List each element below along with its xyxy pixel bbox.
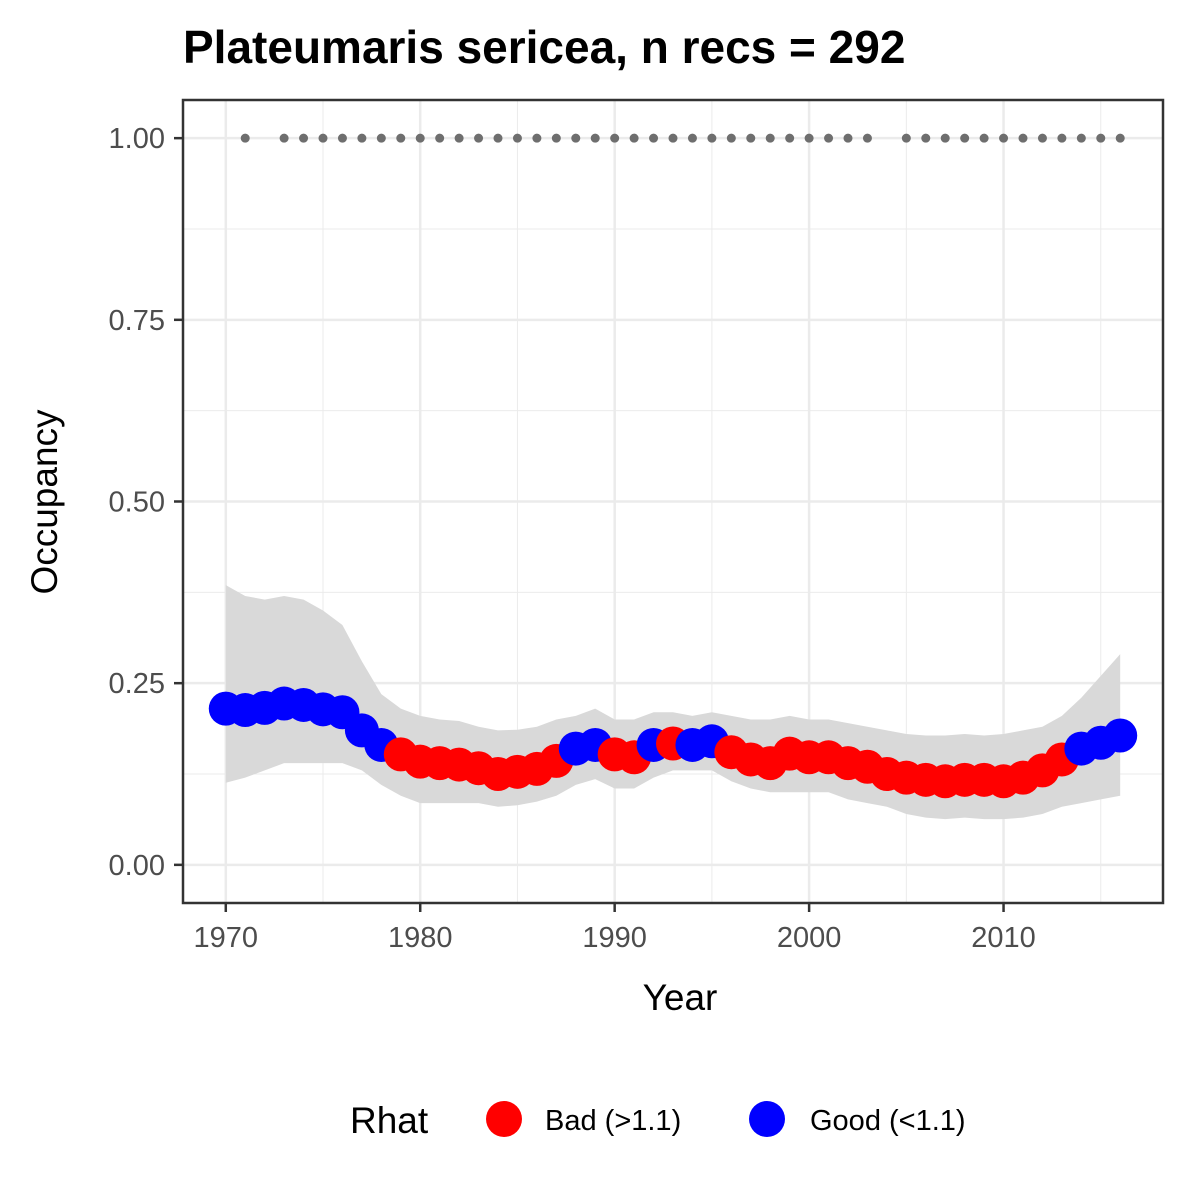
record-mark [940,133,950,143]
record-mark [337,133,347,143]
record-mark [707,133,717,143]
record-mark [1057,133,1067,143]
record-mark [435,133,445,143]
y-tick-label: 0.50 [109,487,165,519]
record-mark [493,133,503,143]
record-mark [843,133,853,143]
record-mark [571,133,581,143]
record-mark [590,133,600,143]
record-mark [1096,133,1106,143]
y-tick-label: 0.25 [109,668,165,700]
x-axis-title: Year [643,977,718,1018]
record-mark [415,133,425,143]
record-mark [804,133,814,143]
plot-panel [181,98,1165,905]
x-tick-label: 2010 [971,922,1036,954]
y-tick-label: 0.00 [109,850,165,882]
record-mark [668,133,678,143]
record-mark [687,133,697,143]
legend-label-good: Good (<1.1) [810,1105,966,1137]
legend-title: Rhat [350,1100,429,1141]
record-mark [1037,133,1047,143]
record-mark [960,133,970,143]
occupancy-point [1103,718,1138,753]
record-mark [785,133,795,143]
legend-label-bad: Bad (>1.1) [545,1105,681,1137]
y-tick-label: 0.75 [109,305,165,337]
x-tick-label: 1980 [388,922,453,954]
record-mark [357,133,367,143]
record-mark [824,133,834,143]
record-mark [1076,133,1086,143]
record-mark [999,133,1009,143]
record-mark [376,133,386,143]
record-mark [649,133,659,143]
record-mark [629,133,639,143]
chart-title: Plateumaris sericea, n recs = 292 [183,21,905,73]
record-mark [1115,133,1125,143]
record-mark [474,133,484,143]
record-mark [765,133,775,143]
x-tick-label: 1990 [582,922,647,954]
record-mark [901,133,911,143]
legend: Rhat Bad (>1.1) Good (<1.1) [350,1100,966,1141]
record-mark [512,133,522,143]
record-mark [1018,133,1028,143]
legend-key-good [749,1101,785,1137]
record-mark [279,133,289,143]
record-mark [551,133,561,143]
record-mark [532,133,542,143]
record-mark [240,133,250,143]
record-mark [454,133,464,143]
record-mark [862,133,872,143]
record-mark [318,133,328,143]
record-mark [396,133,406,143]
record-mark [746,133,756,143]
legend-key-bad [486,1101,522,1137]
record-mark [979,133,989,143]
record-mark [299,133,309,143]
x-tick-label: 1970 [194,922,259,954]
y-tick-label: 1.00 [109,123,165,155]
record-mark [921,133,931,143]
record-mark [610,133,620,143]
x-tick-label: 2000 [777,922,842,954]
record-mark [726,133,736,143]
y-axis-title: Occupancy [24,409,65,595]
axes: 1970 1980 1990 2000 2010 0.00 0.25 0.50 0.75 1.00 [109,123,1036,954]
